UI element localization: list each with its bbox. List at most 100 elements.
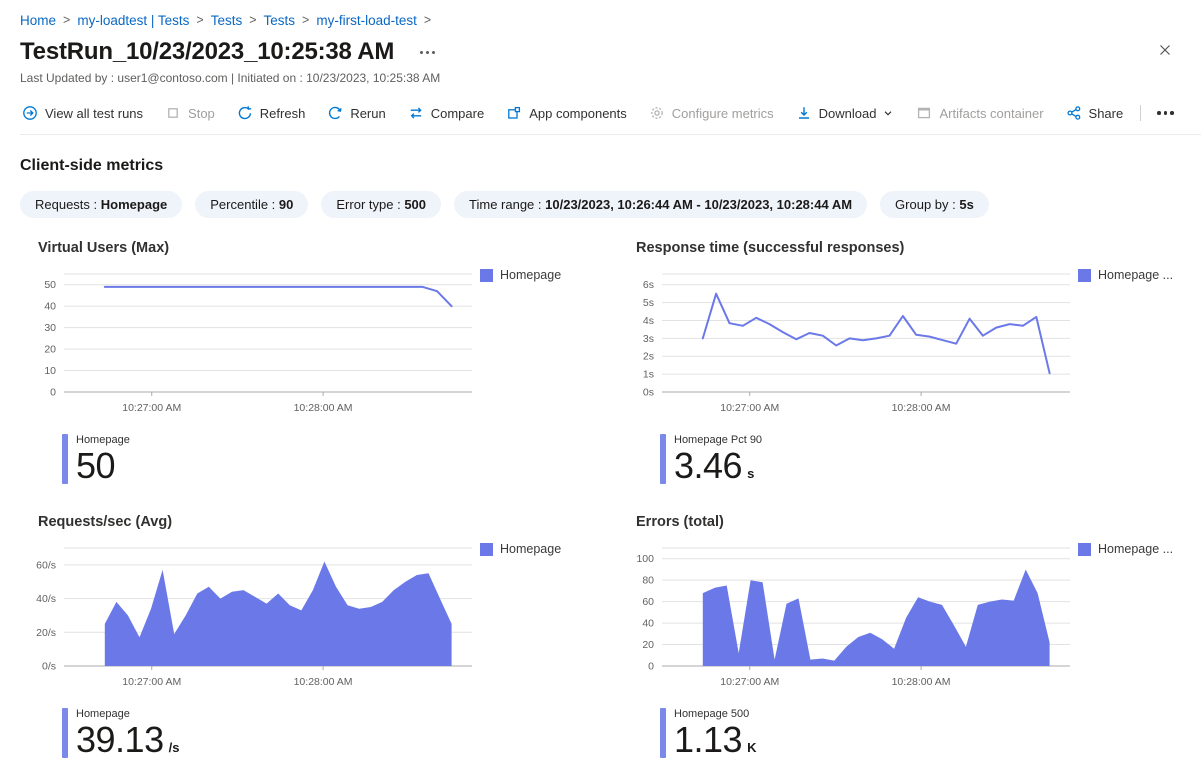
svg-text:4s: 4s bbox=[643, 315, 654, 327]
command-bar: View all test runs Stop Refresh bbox=[20, 101, 1201, 135]
close-button[interactable] bbox=[1157, 42, 1173, 63]
breadcrumb-loadtest-tests[interactable]: my-loadtest | Tests bbox=[77, 12, 190, 28]
legend-item-homepage[interactable]: Homepage bbox=[480, 538, 584, 700]
chevron-down-icon bbox=[882, 107, 894, 119]
svg-text:10:28:00 AM: 10:28:00 AM bbox=[294, 402, 353, 414]
stat-label: Homepage bbox=[76, 434, 130, 446]
legend-item-homepage[interactable]: Homepage ... bbox=[1078, 264, 1182, 426]
svg-text:10:27:00 AM: 10:27:00 AM bbox=[720, 676, 779, 688]
svg-text:40/s: 40/s bbox=[36, 593, 56, 605]
toolbar-button-compare[interactable]: Compare bbox=[397, 101, 495, 125]
filter-pill-percentile[interactable]: Percentile : 90 bbox=[195, 191, 309, 218]
app-components-icon bbox=[506, 105, 522, 121]
stat-accent-bar bbox=[62, 434, 68, 484]
requests-per-sec-chart[interactable]: 0/s 20/s 40/s 60/s 10:27:00 AM 10:28:00 AM bbox=[20, 538, 480, 700]
toolbar-button-app-components[interactable]: App components bbox=[495, 101, 638, 125]
toolbar-button-stop[interactable]: Stop bbox=[154, 101, 226, 125]
legend-item-homepage[interactable]: Homepage bbox=[480, 264, 584, 426]
go-circle-icon bbox=[22, 105, 38, 121]
svg-text:10:27:00 AM: 10:27:00 AM bbox=[720, 402, 779, 414]
share-icon bbox=[1066, 105, 1082, 121]
legend-item-homepage[interactable]: Homepage ... bbox=[1078, 538, 1182, 700]
filter-pill-requests[interactable]: Requests : Homepage bbox=[20, 191, 183, 218]
toolbar-button-download[interactable]: Download bbox=[785, 101, 906, 125]
toolbar-button-view-all-test-runs[interactable]: View all test runs bbox=[20, 101, 154, 125]
toolbar-button-refresh[interactable]: Refresh bbox=[226, 101, 317, 125]
svg-text:20: 20 bbox=[44, 344, 56, 356]
chart-card-requests-per-sec: Requests/sec (Avg) 0/s 20/s 40/s 60/s 10:27:… bbox=[20, 514, 584, 758]
stat-accent-bar bbox=[660, 707, 666, 758]
refresh-icon bbox=[237, 105, 253, 121]
stat-label: Homepage Pct 90 bbox=[674, 434, 763, 446]
svg-text:10:27:00 AM: 10:27:00 AM bbox=[122, 402, 181, 414]
close-icon bbox=[1160, 45, 1170, 55]
stat-label: Homepage bbox=[76, 707, 130, 720]
legend-swatch bbox=[1078, 542, 1091, 556]
breadcrumb-separator: > bbox=[196, 13, 204, 27]
svg-text:30: 30 bbox=[44, 322, 56, 334]
stat-virtual-users: Homepage 50 bbox=[62, 434, 584, 484]
svg-text:3s: 3s bbox=[643, 333, 654, 345]
stat-accent-bar bbox=[660, 434, 666, 484]
last-updated-meta: Last Updated by : user1@contoso.com | In… bbox=[20, 71, 441, 85]
breadcrumb-separator: > bbox=[249, 13, 257, 27]
container-icon bbox=[916, 105, 932, 121]
more-horizontal-icon bbox=[420, 50, 424, 54]
stat-requests-per-sec: Homepage 39.13/s bbox=[62, 707, 584, 760]
breadcrumb-tests-2[interactable]: Tests bbox=[263, 12, 296, 28]
filter-pill-row: Requests : Homepage Percentile : 90 Erro… bbox=[20, 191, 1181, 218]
svg-text:6s: 6s bbox=[643, 279, 654, 291]
breadcrumb-home[interactable]: Home bbox=[20, 12, 57, 28]
chart-card-response-time: Response time (successful responses) 0s 1… bbox=[618, 240, 1182, 484]
breadcrumb-separator: > bbox=[302, 13, 310, 27]
gear-icon bbox=[649, 105, 665, 121]
chart-title: Requests/sec (Avg) bbox=[38, 513, 173, 530]
legend-swatch bbox=[1078, 269, 1091, 282]
chart-card-errors: Errors (total) 0 20 40 60 80 100 10:27:00 AM 10… bbox=[618, 514, 1182, 758]
toolbar-button-share[interactable]: Share bbox=[1055, 101, 1135, 125]
breadcrumb: Home > my-loadtest | Tests > Tests > Tes… bbox=[20, 10, 1181, 30]
stop-icon bbox=[165, 105, 181, 121]
svg-text:10:28:00 AM: 10:28:00 AM bbox=[892, 402, 951, 414]
stat-value: 1.13 bbox=[674, 718, 743, 760]
svg-text:0s: 0s bbox=[643, 387, 654, 399]
toolbar-divider bbox=[1140, 105, 1142, 121]
stat-unit: K bbox=[747, 739, 757, 755]
filter-pill-error-type[interactable]: Error type : 500 bbox=[321, 191, 442, 218]
svg-text:20/s: 20/s bbox=[36, 627, 56, 639]
response-time-chart[interactable]: 0s 1s 2s 3s 4s 5s 6s 10:27:00 AM 10:28:00 AM bbox=[618, 264, 1078, 426]
svg-text:10:27:00 AM: 10:27:00 AM bbox=[122, 676, 181, 688]
toolbar-button-configure-metrics[interactable]: Configure metrics bbox=[638, 101, 785, 125]
chart-title: Errors (total) bbox=[636, 513, 724, 530]
toolbar-button-rerun[interactable]: Rerun bbox=[316, 101, 396, 125]
svg-text:60/s: 60/s bbox=[36, 559, 56, 571]
legend-swatch bbox=[480, 542, 493, 556]
svg-text:100: 100 bbox=[636, 553, 654, 565]
breadcrumb-my-first-load-test[interactable]: my-first-load-test bbox=[316, 12, 417, 28]
stat-unit: s bbox=[747, 465, 755, 481]
svg-text:2s: 2s bbox=[643, 351, 654, 363]
svg-text:1s: 1s bbox=[643, 369, 654, 381]
more-horizontal-icon bbox=[1157, 111, 1161, 115]
stat-value: 39.13 bbox=[76, 718, 164, 760]
stat-value: 50 bbox=[76, 444, 116, 486]
title-more-button[interactable] bbox=[416, 47, 439, 58]
svg-text:20: 20 bbox=[642, 639, 654, 651]
breadcrumb-tests-1[interactable]: Tests bbox=[210, 12, 243, 28]
svg-text:10:28:00 AM: 10:28:00 AM bbox=[294, 676, 353, 688]
svg-text:40: 40 bbox=[44, 301, 56, 313]
virtual-users-chart[interactable]: 0 10 20 30 40 50 10:27:00 AM 10:28:00 AM bbox=[20, 264, 480, 426]
toolbar-overflow-button[interactable] bbox=[1147, 105, 1184, 121]
chart-title: Virtual Users (Max) bbox=[38, 240, 170, 256]
stat-label: Homepage 500 bbox=[674, 707, 750, 720]
stat-response-time: Homepage Pct 90 3.46 s bbox=[660, 434, 1182, 484]
svg-text:0: 0 bbox=[648, 660, 654, 672]
toolbar-button-artifacts-container[interactable]: Artifacts container bbox=[905, 101, 1054, 125]
filter-pill-group-by[interactable]: Group by : 5s bbox=[880, 191, 989, 218]
errors-chart[interactable]: 0 20 40 60 80 100 10:27:00 AM 10:28:00 AM bbox=[618, 538, 1078, 700]
filter-pill-time-range[interactable]: Time range : 10/23/2023, 10:26:44 AM - 1… bbox=[454, 191, 868, 218]
stat-unit: /s bbox=[168, 739, 180, 755]
chart-card-virtual-users: Virtual Users (Max) 0 10 20 30 40 50 10:27:00 … bbox=[20, 240, 584, 484]
stat-errors: Homepage 500 1.13 K bbox=[660, 707, 1182, 760]
